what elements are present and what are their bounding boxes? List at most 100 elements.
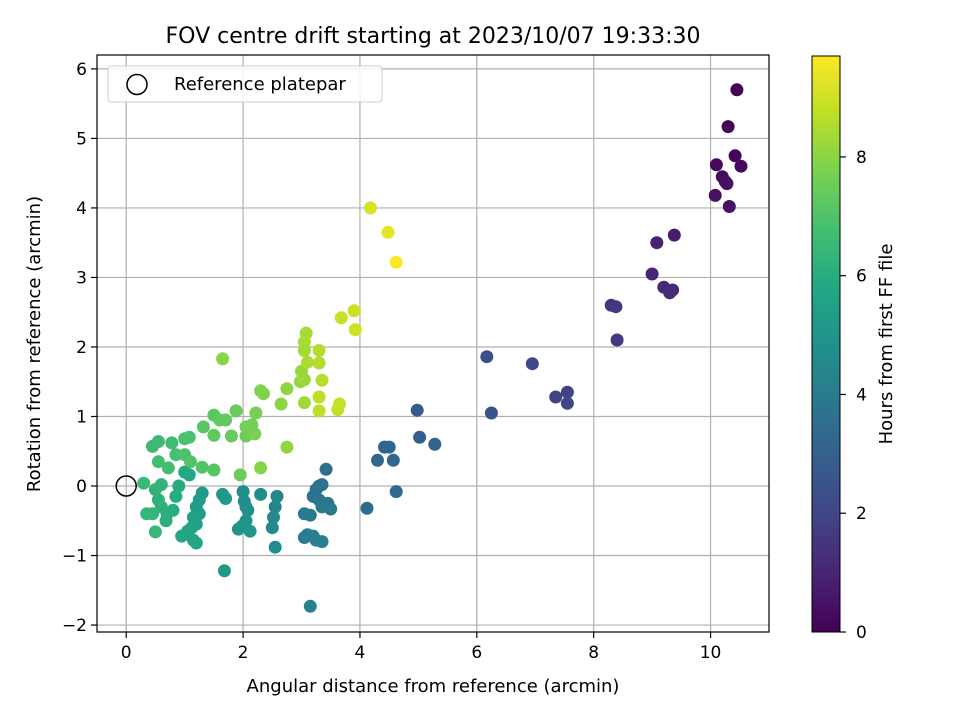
data-point — [667, 228, 681, 242]
data-point — [312, 356, 326, 370]
data-point — [172, 479, 186, 493]
data-point — [319, 462, 333, 476]
plot-frame — [96, 54, 770, 633]
x-axis-label: Angular distance from reference (arcmin) — [247, 676, 620, 697]
y-axis-label: Rotation from reference (arcmin) — [24, 196, 45, 492]
x-tick-label: 0 — [121, 643, 132, 663]
data-point — [389, 255, 403, 269]
data-point — [216, 352, 230, 366]
data-point — [151, 435, 165, 448]
data-point — [249, 406, 263, 420]
data-point — [413, 430, 427, 444]
data-point — [257, 387, 270, 401]
colorbar-tick-label: 4 — [856, 385, 867, 405]
y-tick-label: 6 — [76, 60, 87, 80]
data-point — [243, 524, 257, 538]
legend: Reference platepar — [107, 65, 383, 103]
data-point — [265, 521, 279, 535]
data-point — [268, 500, 282, 514]
data-point — [161, 461, 175, 475]
data-point — [233, 468, 247, 482]
x-axis-ticks: 0 2 4 6 8 10 — [121, 632, 721, 663]
data-point — [721, 120, 735, 134]
data-point — [315, 373, 329, 387]
grid — [97, 55, 769, 632]
data-point — [151, 493, 165, 507]
data-point — [708, 188, 722, 202]
data-point — [217, 564, 231, 578]
data-point — [207, 428, 221, 442]
data-point — [525, 357, 539, 371]
data-point — [334, 311, 348, 325]
data-point — [348, 323, 362, 337]
data-point — [428, 437, 442, 451]
data-point — [324, 502, 338, 516]
data-point — [219, 413, 233, 427]
data-point — [645, 267, 659, 281]
data-point — [347, 304, 361, 318]
data-point — [137, 476, 151, 490]
colorbar-gradient — [811, 55, 841, 633]
data-point — [389, 485, 403, 499]
data-point — [709, 158, 723, 172]
y-tick-label: 1 — [76, 407, 87, 427]
y-axis-ticks: −2 −1 0 1 2 3 4 5 6 — [62, 60, 97, 636]
data-point — [268, 540, 282, 554]
colorbar-tick-label: 0 — [856, 623, 867, 643]
data-point — [312, 404, 326, 418]
legend-entry: Reference platepar — [174, 74, 346, 95]
data-point — [224, 429, 238, 443]
data-point — [165, 436, 179, 450]
data-point — [254, 487, 268, 501]
x-tick-label: 6 — [471, 643, 482, 663]
data-point — [184, 455, 197, 469]
colorbar-tick-label: 8 — [856, 148, 867, 168]
legend-box — [107, 65, 383, 103]
data-point — [297, 396, 311, 410]
data-point — [154, 478, 168, 492]
data-point — [270, 489, 284, 503]
x-tick-label: 8 — [588, 643, 599, 663]
data-point — [381, 225, 395, 239]
chart-title: FOV centre drift starting at 2023/10/07 … — [166, 24, 701, 49]
data-point — [722, 200, 736, 213]
data-point — [195, 460, 209, 474]
colorbar-tick-label: 2 — [856, 504, 867, 524]
data-point — [236, 485, 250, 499]
reference-platepar-marker — [115, 475, 137, 497]
data-point — [730, 83, 744, 97]
data-point — [560, 396, 574, 410]
data-point — [267, 510, 280, 524]
data-point — [248, 427, 262, 441]
colorbar: 0 2 4 6 8 Hours from first FF file — [811, 55, 897, 643]
data-point — [303, 508, 317, 522]
data-point — [151, 455, 165, 469]
y-tick-label: −2 — [62, 616, 87, 636]
data-point — [386, 453, 400, 467]
data-point — [484, 406, 498, 420]
colorbar-ticks: 0 2 4 6 8 — [840, 148, 867, 643]
data-point — [280, 440, 294, 454]
data-point — [315, 535, 329, 549]
data-point — [609, 300, 623, 314]
data-point — [480, 350, 494, 364]
data-point — [300, 355, 314, 369]
data-point — [371, 453, 384, 467]
data-point — [303, 599, 317, 613]
data-point — [297, 373, 311, 387]
reference-marker-layer — [115, 475, 137, 497]
data-point — [231, 522, 245, 536]
colorbar-tick-label: 6 — [856, 267, 867, 287]
data-point — [297, 335, 311, 349]
y-tick-label: 5 — [76, 129, 87, 149]
data-point — [560, 385, 574, 399]
data-point — [312, 390, 326, 404]
colorbar-label: Hours from first FF file — [876, 244, 897, 445]
data-point — [360, 501, 374, 515]
data-point — [159, 514, 173, 528]
y-tick-label: 4 — [76, 199, 87, 219]
data-point — [175, 529, 189, 543]
data-point — [189, 536, 203, 550]
data-point — [610, 333, 624, 347]
